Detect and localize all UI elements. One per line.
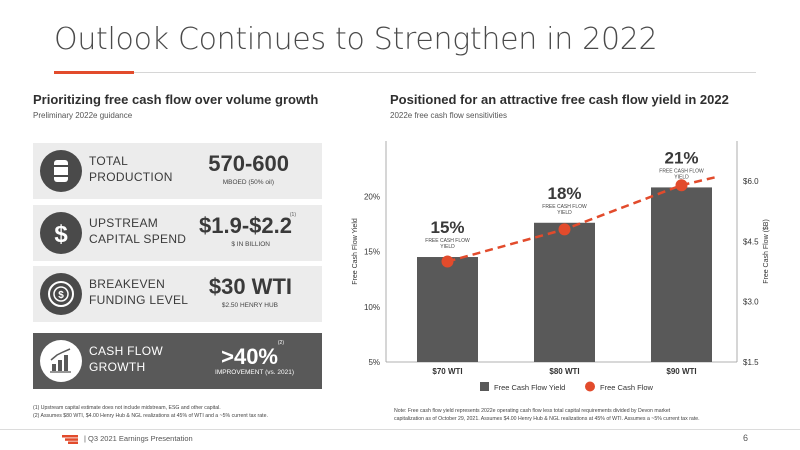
y-tick-label: 15% <box>364 248 380 257</box>
bar-sublabel: FREE CASH FLOW <box>425 238 470 244</box>
bar-sublabel: FREE CASH FLOW <box>659 168 704 174</box>
y-axis-label: Free Cash Flow Yield <box>352 218 359 285</box>
y-tick-label: 20% <box>364 192 380 201</box>
bar-value-label: 18% <box>547 184 581 203</box>
title-accent-bar <box>54 71 134 74</box>
y-tick-label: 5% <box>368 358 380 367</box>
page-number: 6 <box>742 433 748 443</box>
kpi-subtext: $ IN BILLION <box>231 241 270 248</box>
x-tick-label: $80 WTI <box>549 367 579 376</box>
y2-tick-label: $6.0 <box>743 177 759 186</box>
footnote-1: (1) Upstream capital estimate does not i… <box>33 405 221 411</box>
devon-logo-icon <box>62 435 78 444</box>
kpi-value: $1.9-$2.2 <box>199 213 292 238</box>
left-subheading: Preliminary 2022e guidance <box>33 111 133 120</box>
legend-swatch-bar <box>480 382 489 391</box>
kpi-footnote-ref: (2) <box>277 340 284 346</box>
y2-tick-label: $1.5 <box>743 358 759 367</box>
legend-label: Free Cash Flow Yield <box>494 383 565 392</box>
footer-divider <box>0 429 800 430</box>
footer-text: | Q3 2021 Earnings Presentation <box>84 434 193 443</box>
bar-sublabel: FREE CASH FLOW <box>542 204 587 210</box>
kpi-label: CASH FLOW GROWTH <box>89 344 164 374</box>
footnote-2: (2) Assumes $80 WTI, $4.00 Henry Hub & N… <box>33 413 268 419</box>
kpi-footnote-ref: (1) <box>289 212 296 218</box>
left-heading: Prioritizing free cash flow over volume … <box>33 92 319 107</box>
kpi-subtext: IMPROVEMENT (vs. 2021) <box>215 369 294 376</box>
kpi-cash-flow-growth: CASH FLOW GROWTH >40% IMPROVEMENT (vs. 20… <box>33 333 322 389</box>
bar <box>534 222 595 362</box>
svg-text:$: $ <box>58 290 64 301</box>
chart-note: Note: Free cash flow yield represents 20… <box>394 408 700 422</box>
oil-barrel-icon <box>40 150 82 192</box>
x-tick-label: $90 WTI <box>666 367 696 376</box>
kpi-value: $30 WTI <box>208 274 292 299</box>
dollar-sign-icon: $ <box>40 212 82 254</box>
y-tick-label: 10% <box>364 303 380 312</box>
kpi-subtext: MBOED (50% oil) <box>222 179 274 186</box>
y2-tick-label: $3.0 <box>743 298 759 307</box>
bar <box>417 257 478 362</box>
kpi-upstream-capital: $ UPSTREAM CAPITAL SPEND $1.9-$2.2 $ IN B… <box>33 205 322 261</box>
bar-value-label: 15% <box>430 218 464 237</box>
bar-value-label: 21% <box>664 148 698 167</box>
y2-axis-label: Free Cash Flow ($B) <box>763 219 770 284</box>
kpi-value: >40% <box>221 344 278 369</box>
bar <box>651 187 712 362</box>
right-subheading: 2022e free cash flow sensitivities <box>390 111 507 120</box>
kpi-breakeven: $ BREAKEVEN FUNDING LEVEL $30 WTI $2.50 H… <box>33 266 322 322</box>
bar-sublabel: YIELD <box>440 244 455 250</box>
x-tick-label: $70 WTI <box>432 367 462 376</box>
right-heading: Positioned for an attractive free cash f… <box>390 92 729 107</box>
title-divider <box>54 72 756 73</box>
kpi-label: BREAKEVEN FUNDING LEVEL <box>89 277 189 307</box>
fcf-point <box>441 255 454 268</box>
bar-sublabel: YIELD <box>557 210 572 216</box>
kpi-label: TOTAL PRODUCTION <box>89 154 173 184</box>
fcf-point <box>675 179 688 192</box>
slide-title: Outlook Continues to Strengthen in 2022 <box>54 22 658 57</box>
kpi-label: UPSTREAM CAPITAL SPEND <box>89 216 187 246</box>
legend-swatch-point <box>585 381 595 392</box>
growth-chart-icon <box>40 340 82 382</box>
svg-text:$: $ <box>54 221 68 248</box>
kpi-value: 570-600 <box>208 151 289 176</box>
kpi-subtext: $2.50 HENRY HUB <box>221 302 278 309</box>
kpi-total-production: TOTAL PRODUCTION 570-600 MBOED (50% oil) <box>33 143 322 199</box>
left-footnotes: (1) Upstream capital estimate does not i… <box>33 404 333 420</box>
bar-sublabel: YIELD <box>674 174 689 180</box>
fcf-point <box>558 223 571 236</box>
legend-label: Free Cash Flow <box>600 383 654 392</box>
y2-tick-label: $4.5 <box>743 237 759 246</box>
funding-cycle-icon: $ <box>40 273 82 315</box>
